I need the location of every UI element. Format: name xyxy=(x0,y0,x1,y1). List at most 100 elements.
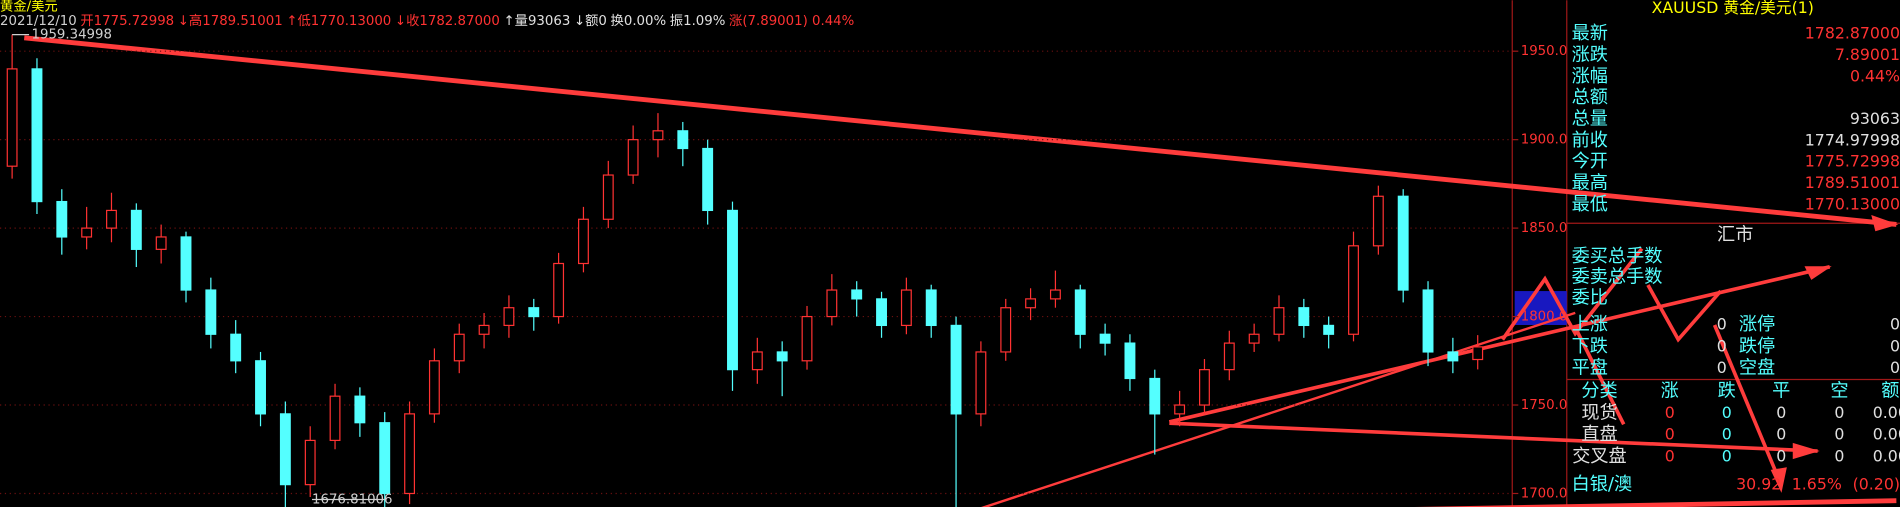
breadth-label: 跌停 xyxy=(1739,336,1775,357)
low-label: 1676.81006 xyxy=(312,492,392,507)
candle-body xyxy=(1348,245,1359,335)
table-cell: 0.00 xyxy=(1873,447,1900,466)
table-header: 涨 xyxy=(1661,381,1679,402)
quote-value: 93063 xyxy=(1850,109,1900,128)
quote-value: 1774.97998 xyxy=(1805,130,1900,149)
footer-label: 白银/澳 xyxy=(1572,474,1633,495)
table-cell: 0 xyxy=(1834,403,1844,422)
candle-body xyxy=(577,218,589,265)
candle-body xyxy=(130,209,142,250)
candle-body xyxy=(180,236,192,291)
candle-body xyxy=(6,68,18,167)
y-tick-label: 1700.0 xyxy=(1521,486,1568,501)
candle-body xyxy=(1025,298,1037,309)
table-row-label: 现货 xyxy=(1581,402,1617,423)
quote-label: 涨幅 xyxy=(1572,66,1608,87)
header-field: ↑量93063 xyxy=(504,13,571,29)
candle-body xyxy=(1372,195,1384,247)
candle-body xyxy=(81,227,93,238)
candle-body xyxy=(1149,377,1161,415)
candle-body xyxy=(478,324,490,335)
panel-title: XAUUSD 黄金/美元(1) xyxy=(1652,0,1814,17)
quote-value: 1782.87000 xyxy=(1805,24,1900,43)
breadth-label: 下跌 xyxy=(1572,336,1608,357)
candle-body xyxy=(851,289,863,300)
candle-body xyxy=(106,209,117,229)
breadth-label: 平盘 xyxy=(1572,358,1608,379)
candle-body xyxy=(1000,307,1012,353)
quote-label: 今开 xyxy=(1572,151,1608,172)
header-field: ↓收1782.87000 xyxy=(395,13,500,29)
table-cell: 0.00 xyxy=(1873,425,1900,444)
candle-body xyxy=(1174,404,1186,415)
quote-label: 总量 xyxy=(1572,108,1608,129)
window-title: 黄金/美元 xyxy=(0,0,58,14)
candle-body xyxy=(727,209,738,371)
table-cell: 0 xyxy=(1776,425,1786,444)
quote-value: 7.89001 xyxy=(1835,45,1900,64)
table-cell: 0 xyxy=(1834,425,1844,444)
table-header: 分类 xyxy=(1581,381,1617,402)
candle-body xyxy=(553,262,565,318)
table-header: 空 xyxy=(1830,381,1848,402)
candle-body xyxy=(304,439,316,486)
table-row-label: 直盘 xyxy=(1581,424,1617,445)
candle-body xyxy=(1223,342,1235,371)
candle-body xyxy=(404,413,416,495)
footer-cell: 30.92 xyxy=(1736,474,1781,493)
candle-body xyxy=(1422,289,1434,353)
candle-body xyxy=(702,147,714,212)
candle-body xyxy=(503,307,515,327)
breadth-value: 0 xyxy=(1890,358,1900,377)
header-bar: 2021/12/10 开1775.72998 ↓高1789.51001 ↑低1770.… xyxy=(0,12,854,29)
candle-body xyxy=(230,333,242,362)
candle-body xyxy=(801,315,813,362)
candle-body xyxy=(950,324,962,415)
candle-body xyxy=(1049,289,1061,300)
table-cell: 0 xyxy=(1722,403,1732,422)
candle-body xyxy=(279,413,291,486)
candle-body xyxy=(876,298,887,327)
candle-body xyxy=(1124,342,1136,380)
y-tick-label: 1900.0 xyxy=(1521,133,1568,148)
candle-body xyxy=(528,307,540,318)
quote-value: 0.44% xyxy=(1850,66,1900,85)
candle-body xyxy=(1472,346,1484,361)
breadth-label: 空盘 xyxy=(1739,358,1775,379)
order-label: 委买总手数 xyxy=(1572,246,1663,267)
candle-body xyxy=(354,395,366,424)
quote-label: 总额 xyxy=(1572,87,1608,108)
high-label: 1959.34998 xyxy=(32,28,112,43)
candle-body xyxy=(900,289,912,327)
header-field: 振1.09% xyxy=(670,13,726,29)
y-tick-label: 1950.0 xyxy=(1521,44,1568,59)
table-row-label: 交叉盘 xyxy=(1572,446,1626,467)
table-cell: 0 xyxy=(1776,403,1786,422)
table-cell: 0 xyxy=(1665,403,1675,422)
breadth-value: 0 xyxy=(1717,314,1727,333)
candle-body xyxy=(925,289,937,327)
candle-body xyxy=(329,395,341,442)
candle-body xyxy=(1199,369,1210,406)
candle-body xyxy=(428,360,440,415)
quote-label: 最低 xyxy=(1572,194,1608,215)
y-tick-label: 1850.0 xyxy=(1521,221,1568,236)
footer-cell: (0.20) xyxy=(1853,474,1900,493)
header-field: 开1775.72998 xyxy=(80,14,174,29)
quote-label: 最新 xyxy=(1572,23,1608,44)
quote-value: 1775.72998 xyxy=(1805,152,1900,171)
header-field: ↑低1770.13000 xyxy=(286,13,391,29)
candle-body xyxy=(751,351,763,371)
header-text: 2021/12/10 开1775.72998 ↓高1789.51001 ↑低1770.… xyxy=(0,12,854,29)
breadth-value: 0 xyxy=(1717,358,1727,377)
table-header: 跌 xyxy=(1718,381,1736,402)
breadth-value: 0 xyxy=(1890,314,1900,333)
candle-body xyxy=(826,289,838,318)
header-field: 涨(7.89001) 0.44% xyxy=(729,13,854,29)
quote-label: 前收 xyxy=(1572,130,1608,151)
header-field: 2021/12/10 xyxy=(0,14,77,29)
header-field: 换0.00% xyxy=(611,13,667,29)
table-header: 额 xyxy=(1881,381,1899,402)
